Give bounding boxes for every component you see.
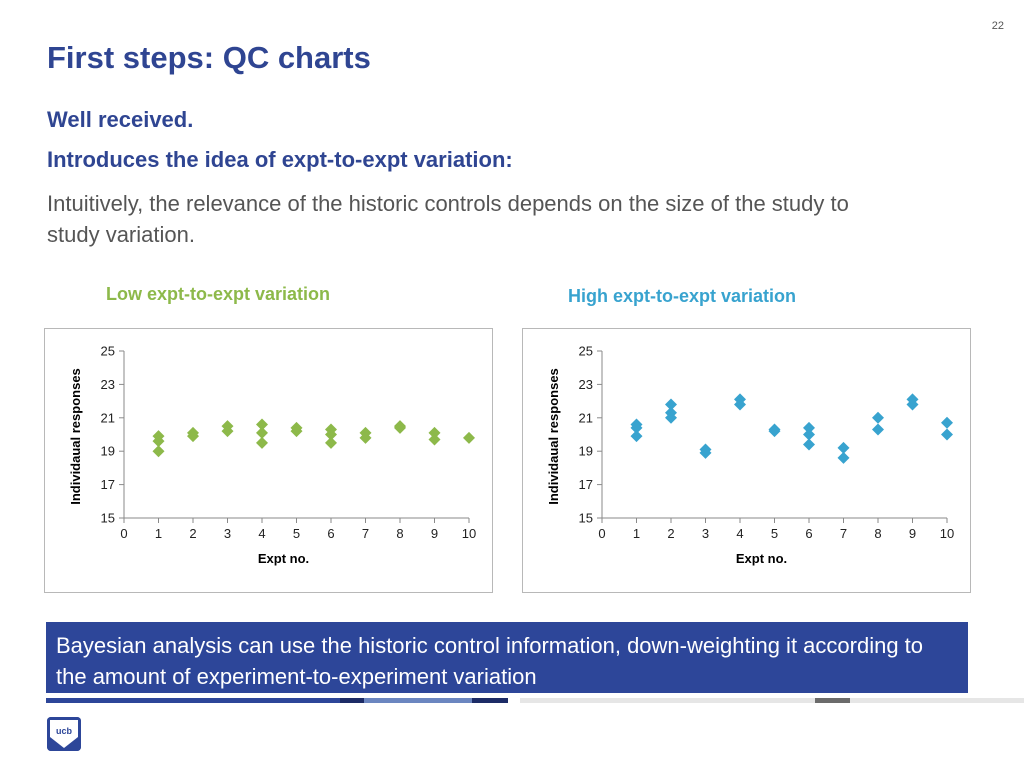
y-tick-label: 21 <box>579 410 593 425</box>
data-point <box>428 426 441 439</box>
x-tick-label: 8 <box>396 526 403 541</box>
y-tick-label: 17 <box>579 477 593 492</box>
x-tick-label: 1 <box>633 526 640 541</box>
data-point <box>256 436 268 449</box>
x-tick-label: 9 <box>431 526 438 541</box>
y-tick-label: 23 <box>101 377 115 392</box>
footer-bar-segment <box>520 698 815 703</box>
body-paragraph: Intuitively, the relevance of the histor… <box>47 191 849 247</box>
chart-low-variation: 15 17 19 21 23 25 0 1 2 3 4 5 6 7 8 9 10 Expt no. Individa… <box>44 328 493 593</box>
footer-bar-segment <box>472 698 508 703</box>
chart-title-high-variation: High expt-to-expt variation <box>568 286 797 306</box>
data-point <box>187 430 199 443</box>
y-tick-label: 23 <box>579 377 593 392</box>
y-tick-label: 15 <box>579 511 593 526</box>
x-tick-label: 5 <box>293 526 300 541</box>
data-point <box>630 421 643 434</box>
callout-box: Bayesian analysis can use the historic c… <box>46 622 968 693</box>
data-point <box>325 436 337 449</box>
x-tick-label: 3 <box>224 526 231 541</box>
data-point <box>428 433 441 446</box>
data-point <box>803 428 815 441</box>
data-point <box>768 425 781 438</box>
x-tick-label: 6 <box>327 526 334 541</box>
data-point <box>665 411 677 424</box>
y-tick-label: 19 <box>101 444 115 459</box>
data-point <box>630 430 643 443</box>
data-point <box>152 445 165 458</box>
data-point <box>463 431 475 444</box>
slide-number: 22 <box>991 20 1004 32</box>
ucb-logo-icon: ucb <box>47 717 81 751</box>
data-point <box>906 398 919 411</box>
data-point <box>872 423 884 436</box>
y-tick-label: 21 <box>101 410 115 425</box>
data-point <box>941 416 953 429</box>
y-tick-label: 17 <box>101 477 115 492</box>
x-tick-label: 10 <box>940 526 954 541</box>
y-tick-label: 19 <box>579 444 593 459</box>
y-axis-title: Individaual responses <box>68 368 83 505</box>
x-tick-label: 2 <box>189 526 196 541</box>
x-tick-label: 0 <box>120 526 127 541</box>
data-point <box>256 426 268 439</box>
data-point <box>699 446 712 459</box>
footer-bar-segment <box>46 698 340 703</box>
data-point <box>734 398 746 411</box>
subtitle-well-received: Well received. <box>47 107 194 132</box>
x-tick-label: 2 <box>667 526 674 541</box>
data-point <box>803 421 815 434</box>
data-point <box>394 421 406 434</box>
data-point <box>941 428 953 441</box>
x-tick-label: 1 <box>155 526 162 541</box>
data-point <box>837 441 850 454</box>
x-axis-title: Expt no. <box>736 551 787 566</box>
slide-title: First steps: QC charts <box>47 40 371 75</box>
y-tick-label: 25 <box>101 344 115 359</box>
x-tick-label: 4 <box>736 526 743 541</box>
y-axis-title: Individaual responses <box>546 368 561 505</box>
x-tick-label: 7 <box>362 526 369 541</box>
ucb-logo-text: ucb <box>56 726 73 736</box>
footer-bar-segment <box>340 698 364 703</box>
data-point <box>665 398 677 411</box>
data-point <box>872 411 884 424</box>
data-point <box>152 435 165 448</box>
footer-bar-segment <box>815 698 850 703</box>
y-tick-label: 25 <box>579 344 593 359</box>
data-point <box>256 418 268 431</box>
x-tick-label: 8 <box>874 526 881 541</box>
x-tick-label: 6 <box>805 526 812 541</box>
footer-bar-segment <box>364 698 472 703</box>
chart-high-variation: 15 17 19 21 23 25 0 1 2 3 4 5 6 7 8 9 10 Expt no. Individa… <box>522 328 971 593</box>
data-point <box>325 428 337 441</box>
subtitle-variation: Introduces the idea of expt-to-expt vari… <box>47 147 513 172</box>
x-tick-label: 9 <box>909 526 916 541</box>
x-tick-label: 5 <box>771 526 778 541</box>
x-axis-title: Expt no. <box>258 551 309 566</box>
x-tick-label: 3 <box>702 526 709 541</box>
data-point <box>221 425 234 438</box>
data-point <box>359 431 372 444</box>
x-tick-label: 10 <box>462 526 476 541</box>
data-point <box>290 425 303 438</box>
x-tick-label: 4 <box>258 526 265 541</box>
ucb-logo: ucb <box>47 717 81 751</box>
x-tick-label: 7 <box>840 526 847 541</box>
footer-bar-segment <box>850 698 1024 703</box>
y-tick-label: 15 <box>101 511 115 526</box>
data-point <box>803 438 815 451</box>
chart-title-low-variation: Low expt-to-expt variation <box>106 284 331 304</box>
x-tick-label: 0 <box>598 526 605 541</box>
data-point <box>837 451 850 464</box>
